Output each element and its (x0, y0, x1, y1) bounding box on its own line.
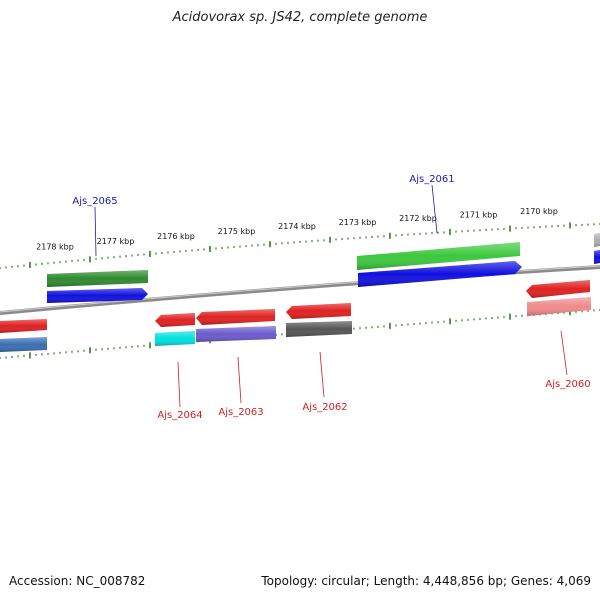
gene-feature-shading (196, 326, 276, 342)
gene-feature-shading (526, 280, 590, 298)
gene-feature-shading (47, 270, 148, 287)
gene-feature-shading (286, 321, 352, 337)
scale-tick-label: 2172 kbp (399, 214, 437, 223)
scale-tick-label: 2178 kbp (36, 243, 74, 252)
gene-feature-shading (286, 303, 351, 319)
gene-feature-shading (358, 261, 522, 287)
scale-tick-label: 2174 kbp (278, 222, 316, 231)
scale-tick-label: 2176 kbp (157, 232, 195, 241)
gene-feature-shading (196, 309, 275, 325)
callout-line-ajs-2063 (237, 356, 242, 404)
gene-label-ajs-2065[interactable]: Ajs_2065 (72, 196, 117, 207)
callout-line-ajs-2060 (560, 330, 568, 376)
gene-features (0, 233, 600, 352)
callout-line-ajs-2062 (319, 351, 325, 398)
gene-feature-shading (155, 313, 195, 327)
scale-tick-label: 2170 kbp (520, 207, 558, 216)
scale-tick-label: 2171 kbp (460, 210, 498, 219)
gene-feature-shading (0, 319, 47, 333)
scale-tick-label: 2173 kbp (339, 218, 377, 227)
gene-label-ajs-2064[interactable]: Ajs_2064 (157, 410, 202, 421)
accession-text: Accession: NC_008782 (9, 574, 146, 588)
scale-tick-label: 2175 kbp (218, 227, 256, 236)
gene-feature-shading (594, 250, 600, 264)
gene-feature-shading (47, 288, 148, 303)
gene-feature-shading (0, 337, 47, 352)
scale-labels: 2178 kbp 2177 kbp 2176 kbp 2175 kbp 2174 kbp… (36, 207, 558, 252)
gene-feature-shading (155, 331, 195, 346)
gene-labels: Ajs_2065 Ajs_2061 Ajs_2064 Ajs_2063 Ajs_… (72, 174, 590, 421)
callout-line-ajs-2065 (94, 206, 97, 257)
callout-line-ajs-2061 (431, 184, 438, 234)
map-title: Acidovorax sp. JS42, complete genome (172, 10, 428, 25)
callout-line-ajs-2064 (177, 361, 181, 408)
gene-label-ajs-2062[interactable]: Ajs_2062 (302, 402, 347, 413)
gene-feature-shading (527, 297, 591, 316)
gene-label-ajs-2060[interactable]: Ajs_2060 (545, 379, 590, 390)
gene-label-ajs-2061[interactable]: Ajs_2061 (409, 174, 454, 185)
genome-summary-text: Topology: circular; Length: 4,448,856 bp… (261, 574, 591, 588)
scale-tick-label: 2177 kbp (97, 237, 135, 246)
outer-tick-ring (0, 222, 600, 269)
gene-label-ajs-2063[interactable]: Ajs_2063 (218, 407, 263, 418)
gene-feature-shading (357, 242, 520, 270)
gene-feature-shading (594, 233, 600, 247)
